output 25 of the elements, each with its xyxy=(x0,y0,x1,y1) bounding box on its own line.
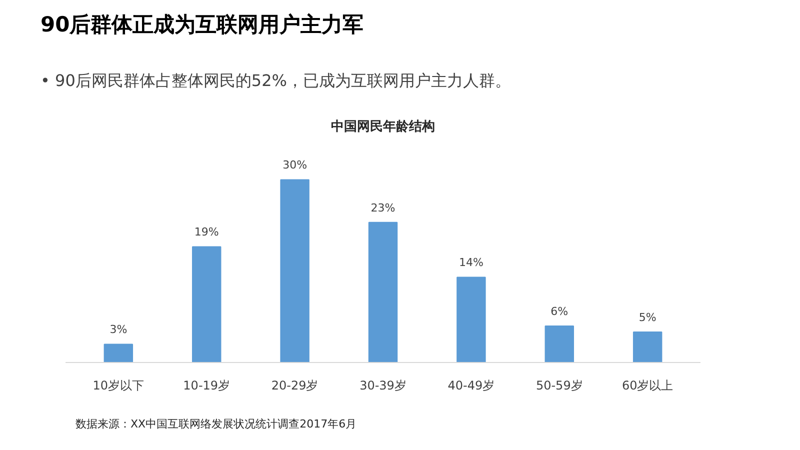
x-tick-label: 10-19岁 xyxy=(183,378,230,392)
data-label: 19% xyxy=(194,226,219,239)
bar xyxy=(104,344,134,362)
data-label: 3% xyxy=(110,323,128,336)
data-label: 23% xyxy=(370,201,396,214)
x-tick-label: 30-39岁 xyxy=(360,378,406,392)
text: 90后群体正成为互联网用户主力军 xyxy=(40,12,364,36)
x-tick-label: 50-59岁 xyxy=(536,378,583,392)
bar xyxy=(368,222,398,362)
x-tick-label: 10岁以下 xyxy=(92,378,144,392)
x-tick-label: 20-29岁 xyxy=(271,378,318,392)
bar xyxy=(280,179,310,362)
text: • 90后网民群体占整体网民的52%，已成为互联网用户主力人群。 xyxy=(40,71,511,90)
data-label: 5% xyxy=(638,311,656,324)
x-tick-label: 60岁以上 xyxy=(622,378,674,392)
bar xyxy=(192,246,222,362)
bar xyxy=(544,325,574,362)
data-label: 6% xyxy=(550,304,568,318)
bar xyxy=(456,276,486,362)
x-tick-label: 40-49岁 xyxy=(448,378,495,392)
chart-title: 中国网民年龄结构 xyxy=(331,120,435,134)
source-note: 数据来源：XX中国互联网络发展状况统计调查2017年6月 xyxy=(76,418,357,430)
data-label: 14% xyxy=(458,256,484,270)
data-label: 30% xyxy=(282,158,308,172)
bar xyxy=(632,332,662,362)
